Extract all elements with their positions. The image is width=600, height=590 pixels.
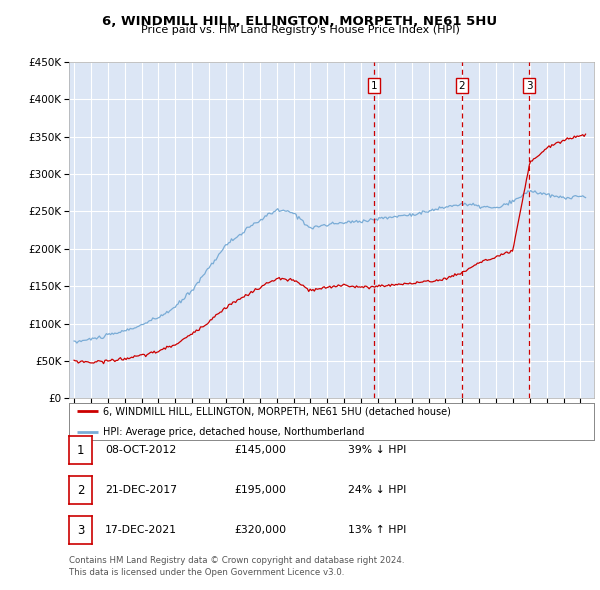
Text: 39% ↓ HPI: 39% ↓ HPI bbox=[348, 445, 406, 455]
Text: 1: 1 bbox=[77, 444, 84, 457]
Text: 6, WINDMILL HILL, ELLINGTON, MORPETH, NE61 5HU (detached house): 6, WINDMILL HILL, ELLINGTON, MORPETH, NE… bbox=[103, 406, 451, 416]
Text: £145,000: £145,000 bbox=[234, 445, 286, 455]
Text: 1: 1 bbox=[371, 81, 377, 91]
Text: 21-DEC-2017: 21-DEC-2017 bbox=[105, 485, 177, 495]
Text: 2: 2 bbox=[77, 483, 84, 497]
Text: Contains HM Land Registry data © Crown copyright and database right 2024.: Contains HM Land Registry data © Crown c… bbox=[69, 556, 404, 565]
Text: 24% ↓ HPI: 24% ↓ HPI bbox=[348, 485, 406, 495]
Text: £320,000: £320,000 bbox=[234, 525, 286, 535]
Text: 3: 3 bbox=[526, 81, 533, 91]
Text: 08-OCT-2012: 08-OCT-2012 bbox=[105, 445, 176, 455]
Text: HPI: Average price, detached house, Northumberland: HPI: Average price, detached house, Nort… bbox=[103, 427, 365, 437]
Text: 6, WINDMILL HILL, ELLINGTON, MORPETH, NE61 5HU: 6, WINDMILL HILL, ELLINGTON, MORPETH, NE… bbox=[103, 15, 497, 28]
Text: 3: 3 bbox=[77, 523, 84, 536]
Text: This data is licensed under the Open Government Licence v3.0.: This data is licensed under the Open Gov… bbox=[69, 568, 344, 577]
Text: 17-DEC-2021: 17-DEC-2021 bbox=[105, 525, 177, 535]
Text: Price paid vs. HM Land Registry's House Price Index (HPI): Price paid vs. HM Land Registry's House … bbox=[140, 25, 460, 35]
Text: £195,000: £195,000 bbox=[234, 485, 286, 495]
Text: 2: 2 bbox=[458, 81, 465, 91]
Text: 13% ↑ HPI: 13% ↑ HPI bbox=[348, 525, 406, 535]
